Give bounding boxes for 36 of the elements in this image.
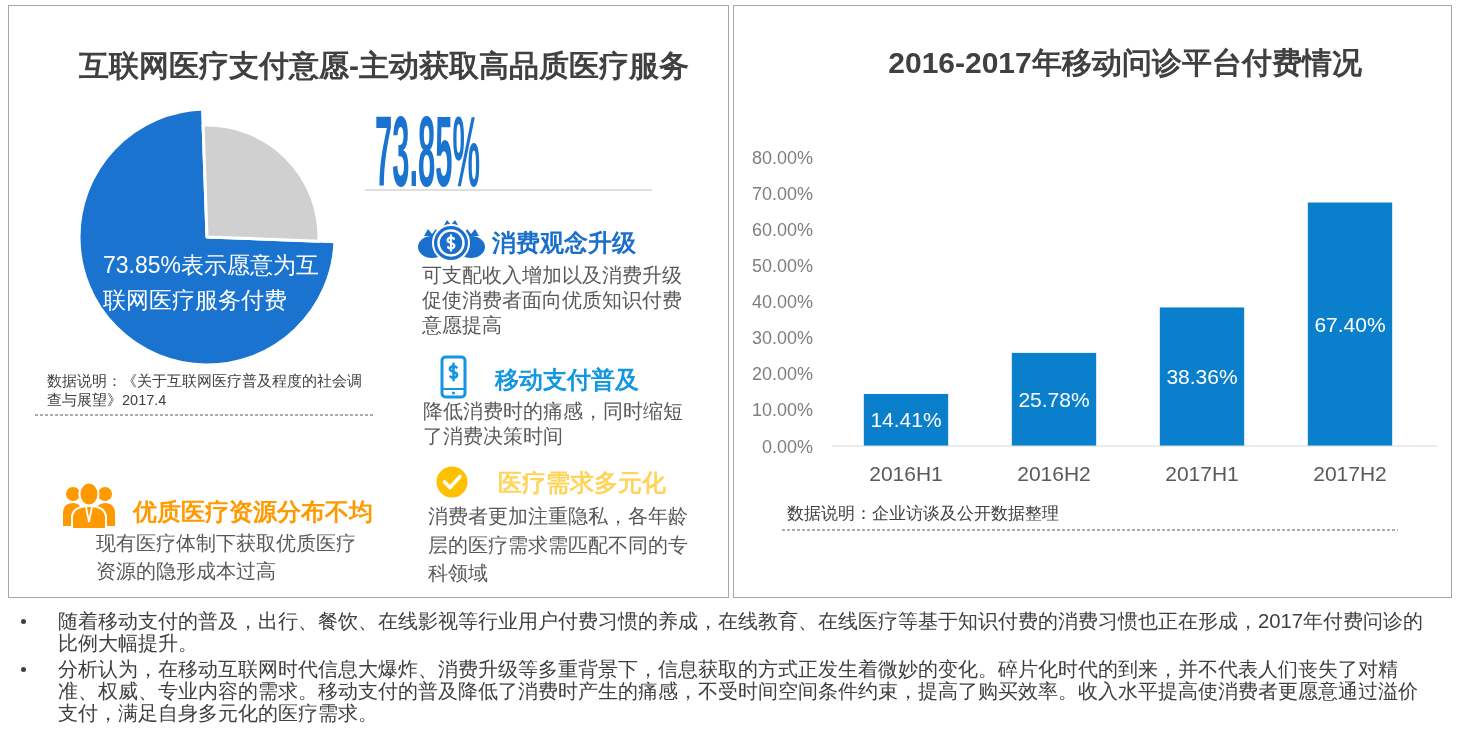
y-tick-label: 20.00% [751,364,813,385]
data-label: 67.40% [1314,312,1386,336]
text: 优质医疗资源分布不均 [133,498,373,525]
bar [1011,352,1097,446]
y-tick-label: 60.00% [751,219,813,240]
y-tick-label: 80.00% [751,147,813,168]
y-tick-label: 40.00% [751,292,813,312]
y-tick-label: 0.00% [761,436,813,457]
x-tick-label: 2017H1 [1165,462,1239,485]
text: 数据说明：企业访谈及公开数据整理 [787,504,1059,522]
data-label: 25.78% [1018,387,1090,411]
chart-title: 互联网医疗支付意愿-主动获取高品质医疗服务 [78,49,689,82]
y-tick-label: 30.00% [751,328,813,349]
y-tick-label: 10.00% [751,400,813,421]
text: 消费观念升级 [492,229,636,256]
x-tick-label: 2017H2 [1313,462,1387,485]
text: 移动支付普及 [495,366,639,393]
text: 现有医疗体制下获取优质医疗资源的隐形成本过高 [96,531,357,584]
text: 数据说明：《关于互联网医疗普及程度的社会调查与展望》2017.4 [47,372,363,410]
data-label: 14.41% [870,408,942,432]
y-tick-label: 70.00% [751,183,813,204]
bar [1307,202,1393,446]
text: 分析认为，在移动互联网时代信息大爆炸、消费升级等多重背景下，信息获取的方式正发生着微妙的变化。碎片化时代的到来，并不代表人们丧失了对精准、权威、专业内容的需求。移动支付的普及降低了消费时产生的痛感，不受时间空间条件约束，提高了购买效率。收入水平提高使消费者更愿意通过溢价支付，满足自身多元化的医疗需求。 [58,658,1418,724]
x-tick-label: 2016H2 [1017,462,1091,485]
x-tick-label: 2016H1 [869,462,943,485]
data-label: 38.36% [1166,365,1238,389]
chart-title: 2016-2017年移动问诊平台付费情况 [888,46,1363,79]
text: 随着移动支付的普及，出行、餐饮、在线影视等行业用户付费习惯的养成，在线教育、在线医疗等基于知识付费的消费习惯也正在形成，2017年付费问诊的比例大幅提升。 [58,610,1424,654]
text: 消费者更加注重隐私，各年龄层的医疗需求需匹配不同的专科领域 [428,504,689,586]
text: 可支配收入增加以及消费升级促使消费者面向优质知识付费意愿提高 [422,263,683,338]
text: 降低消费时的痛感，同时缩短了消费决策时间 [423,399,684,449]
text: 医疗需求多元化 [498,469,666,496]
y-tick-label: 50.00% [751,255,813,276]
text: 73.85%表示愿意为互联网医疗服务付费 [103,251,320,315]
bar [1159,307,1245,446]
text: 73.85% [375,95,715,207]
